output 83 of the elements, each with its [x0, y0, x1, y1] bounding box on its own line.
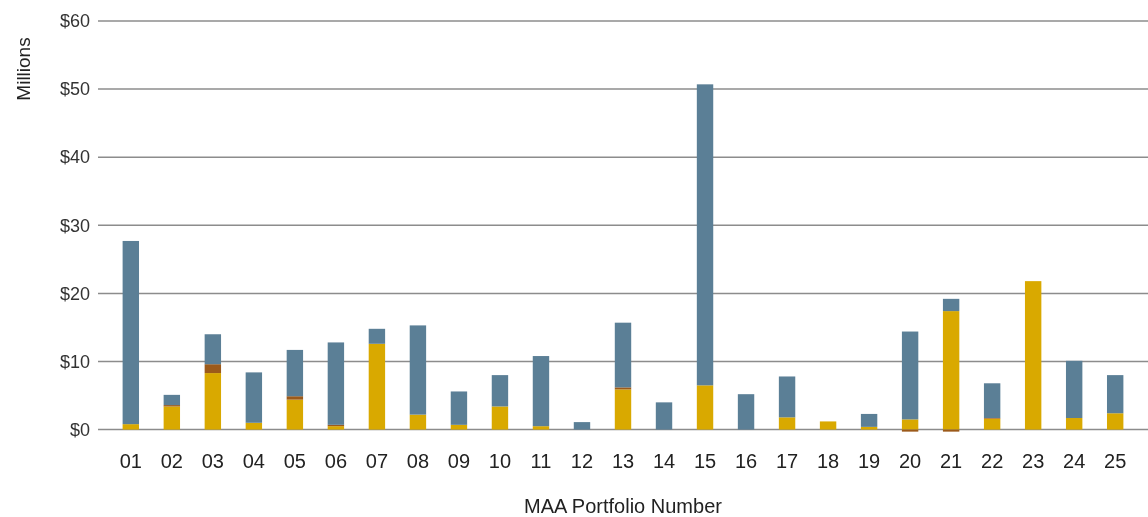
bar — [655, 402, 673, 430]
y-tick-label: $10 — [59, 351, 90, 372]
bar — [614, 322, 632, 388]
y-axis-title: Millions — [13, 37, 34, 101]
bar — [901, 331, 919, 420]
bar — [409, 325, 427, 415]
bar — [983, 418, 1001, 430]
bar — [1106, 375, 1124, 414]
bar — [860, 426, 878, 430]
bar — [696, 385, 714, 430]
x-tick-label: 13 — [611, 450, 635, 472]
bar — [245, 422, 263, 430]
y-tick-label: $20 — [59, 283, 90, 304]
bar — [901, 419, 919, 430]
x-tick-label: 23 — [1022, 450, 1045, 472]
x-tick-label: 24 — [1063, 450, 1086, 472]
bar — [901, 429, 919, 432]
bar — [819, 421, 837, 430]
y-tick-label: $50 — [59, 79, 90, 100]
bar — [327, 342, 345, 425]
bar — [614, 387, 632, 390]
x-tick-label: 18 — [816, 450, 840, 472]
x-tick-label: 09 — [447, 450, 471, 472]
x-tick-label: 14 — [652, 450, 676, 472]
bar — [368, 343, 386, 430]
x-tick-label: 03 — [201, 450, 224, 472]
x-tick-label: 16 — [734, 450, 758, 472]
bar — [409, 414, 427, 430]
x-tick-label: 07 — [365, 450, 389, 472]
bar — [163, 406, 181, 430]
bar — [286, 399, 304, 430]
x-tick-label: 01 — [119, 450, 142, 472]
bar — [450, 391, 468, 425]
bar — [450, 424, 468, 430]
bar — [122, 240, 140, 425]
bar — [204, 373, 222, 430]
bar — [286, 349, 304, 397]
bar — [1065, 418, 1083, 430]
bar — [942, 311, 960, 430]
bar — [983, 383, 1001, 419]
bar — [1106, 413, 1124, 430]
bar — [778, 417, 796, 430]
x-tick-label: 06 — [324, 450, 348, 472]
x-tick-label: 21 — [940, 450, 963, 472]
x-tick-label: 08 — [406, 450, 430, 472]
bar — [491, 406, 509, 430]
bar — [532, 356, 550, 427]
bar — [368, 328, 386, 344]
x-tick-label: 02 — [160, 450, 183, 472]
x-tick-label: 19 — [857, 450, 881, 472]
bar — [614, 389, 632, 430]
bar — [573, 422, 591, 430]
y-tick-label: $0 — [69, 419, 90, 440]
bar — [122, 424, 140, 430]
bar — [1065, 360, 1083, 419]
x-tick-label: 15 — [693, 450, 717, 472]
bar — [860, 413, 878, 427]
x-tick-label: 10 — [488, 450, 512, 472]
x-tick-label: 20 — [898, 450, 922, 472]
bar — [942, 429, 960, 432]
x-tick-label: 04 — [242, 450, 265, 472]
y-tick-label: $30 — [59, 215, 90, 236]
bar — [163, 394, 181, 406]
bar — [737, 394, 755, 430]
bar — [696, 84, 714, 386]
x-tick-label: 22 — [981, 450, 1004, 472]
bar — [204, 364, 222, 374]
bar — [204, 334, 222, 365]
y-tick-label: $40 — [59, 147, 90, 168]
bar — [532, 426, 550, 430]
x-tick-label: 12 — [570, 450, 594, 472]
x-tick-label: 11 — [530, 450, 552, 472]
bar — [1024, 281, 1042, 430]
bar — [778, 376, 796, 418]
x-tick-label: 17 — [775, 450, 799, 472]
x-tick-label: 05 — [283, 450, 306, 472]
bar — [286, 396, 304, 400]
bar — [942, 298, 960, 312]
y-tick-label: $60 — [59, 11, 90, 32]
x-axis-title: MAA Portfolio Number — [524, 495, 723, 517]
bar — [491, 375, 509, 407]
bar — [245, 372, 263, 423]
x-tick-label: 25 — [1104, 450, 1127, 472]
